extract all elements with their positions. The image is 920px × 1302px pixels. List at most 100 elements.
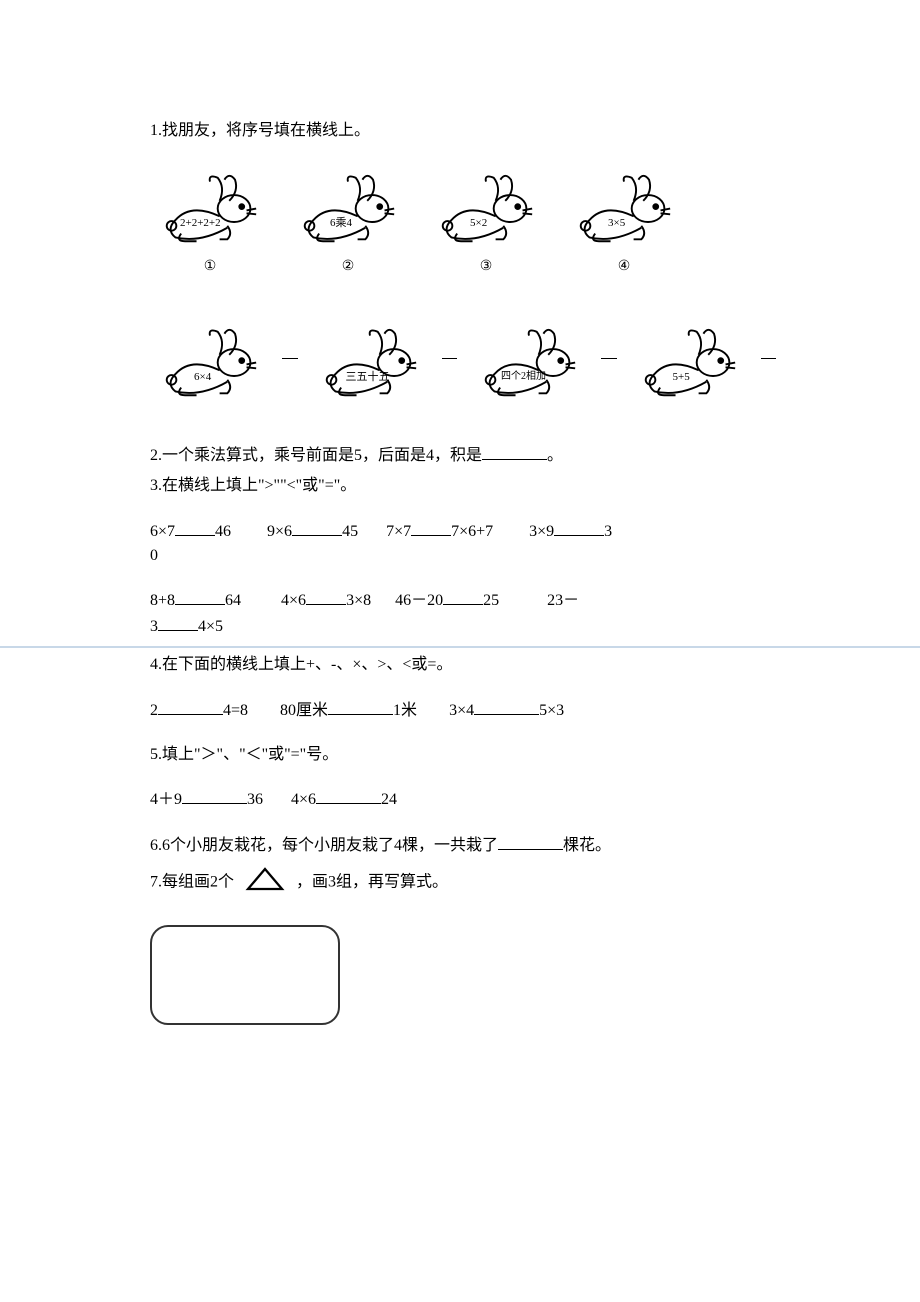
q6-text-b: 棵花。	[563, 837, 611, 854]
q4-prompt: 4.在下面的横线上填上+、-、×、>、<或=。	[150, 654, 770, 676]
rabbit-icon	[288, 172, 408, 247]
blank[interactable]	[292, 520, 342, 536]
rabbit-bottom-3: 四个2相加	[469, 326, 589, 408]
q6-text-a: 6.6个小朋友栽花，每个小朋友栽了4棵，一共栽了	[150, 837, 498, 854]
blank[interactable]	[306, 589, 346, 605]
question-5: 5.填上"＞"、"＜"或"="号。 4＋9 36 4×6 24	[150, 744, 770, 812]
rabbit-expr: 5×2	[470, 216, 487, 231]
expr: 2	[150, 702, 158, 719]
rabbit-icon	[469, 326, 589, 401]
expr: 3	[604, 523, 612, 540]
expr: 24	[381, 791, 397, 808]
expr: 3×8	[346, 592, 371, 609]
expr: 36	[247, 791, 263, 808]
expr: 7×7	[386, 523, 411, 540]
blank[interactable]	[482, 444, 547, 460]
expr: 64	[225, 592, 241, 609]
q3-line1-tail: 0	[150, 545, 770, 567]
rabbit-icon	[426, 172, 546, 247]
expr: 8+8	[150, 592, 175, 609]
question-3: 3.在横线上填上">""<"或"="。 6×7 46 9×6 45 7×7 7×6+7…	[150, 475, 770, 638]
blank[interactable]	[316, 788, 381, 804]
circled-number: ④	[618, 257, 631, 277]
circled-number: ②	[342, 257, 355, 277]
q5-prompt: 5.填上"＞"、"＜"或"="号。	[150, 744, 770, 766]
expr: 23－	[547, 592, 579, 609]
expr: 3×4	[449, 702, 474, 719]
circled-number: ①	[204, 257, 217, 277]
blank[interactable]	[411, 520, 451, 536]
expr: 9×6	[267, 523, 292, 540]
rabbit-top-2: 6乘4 ②	[288, 172, 408, 276]
connector-line	[761, 358, 777, 359]
q5-line: 4＋9 36 4×6 24	[150, 788, 770, 811]
rabbit-expr: 6×4	[194, 370, 211, 385]
q2-text: 2.一个乘法算式，乘号前面是5，后面是4，积是	[150, 447, 482, 464]
blank[interactable]	[175, 520, 215, 536]
expr: 80厘米	[280, 702, 328, 719]
rabbit-icon	[150, 326, 270, 401]
rabbit-bottom-2: 三五十五	[310, 326, 430, 408]
rabbit-bottom-4: 5+5	[629, 326, 749, 408]
rabbit-expr: 三五十五	[346, 370, 390, 385]
expr: 4＋9	[150, 791, 182, 808]
rabbit-expr: 四个2相加	[501, 370, 546, 384]
q2-end: 。	[547, 447, 563, 464]
blank[interactable]	[443, 589, 483, 605]
q7-text-a: 7.每组画2个	[150, 873, 234, 890]
question-7: 7.每组画2个 ，画3组，再写算式。	[150, 865, 770, 1025]
circled-number: ③	[480, 257, 493, 277]
q1-bottom-row: 6×4 三五十五 四个2相加 5+5	[150, 326, 770, 408]
rabbit-icon	[564, 172, 684, 247]
answer-box[interactable]	[150, 925, 340, 1025]
section-divider	[0, 646, 920, 648]
connector-line	[442, 358, 458, 359]
connector-line	[601, 358, 617, 359]
expr: 3×9	[529, 523, 554, 540]
question-6: 6.6个小朋友栽花，每个小朋友栽了4棵，一共栽了 棵花。	[150, 834, 770, 857]
q1-top-row: 2+2+2+2 ① 6乘4 ② 5×2 ③ 3×5 ④	[150, 172, 770, 276]
blank[interactable]	[498, 834, 563, 850]
expr: 46－20	[395, 592, 443, 609]
question-2: 2.一个乘法算式，乘号前面是5，后面是4，积是 。	[150, 444, 770, 467]
blank[interactable]	[554, 520, 604, 536]
expr: 4×6	[291, 791, 316, 808]
rabbit-expr: 6乘4	[330, 216, 352, 231]
expr: 4=8	[223, 702, 248, 719]
q4-line: 2 4=8 80厘米 1米 3×4 5×3	[150, 699, 770, 722]
expr: 6×7	[150, 523, 175, 540]
q3-line2: 8+8 64 4×6 3×8 46－20 25 23－	[150, 589, 770, 612]
question-1: 1.找朋友，将序号填在横线上。 2+2+2+2 ① 6乘4 ② 5×2 ③	[150, 120, 770, 409]
triangle-icon	[240, 865, 290, 900]
expr: 45	[342, 523, 358, 540]
rabbit-top-4: 3×5 ④	[564, 172, 684, 276]
expr: 3	[150, 618, 158, 635]
rabbit-top-1: 2+2+2+2 ①	[150, 172, 270, 276]
blank[interactable]	[182, 788, 247, 804]
rabbit-icon	[310, 326, 430, 401]
blank[interactable]	[474, 699, 539, 715]
q3-line2-tail: 3 4×5	[150, 615, 770, 638]
question-4: 4.在下面的横线上填上+、-、×、>、<或=。 2 4=8 80厘米 1米 3×4 5…	[150, 654, 770, 722]
expr: 25	[483, 592, 499, 609]
expr: 46	[215, 523, 231, 540]
rabbit-expr: 3×5	[608, 216, 625, 231]
q7-text-b: ，画3组，再写算式。	[296, 873, 448, 890]
blank[interactable]	[175, 589, 225, 605]
expr: 4×6	[281, 592, 306, 609]
rabbit-bottom-1: 6×4	[150, 326, 270, 408]
expr: 7×6+7	[451, 523, 493, 540]
blank[interactable]	[158, 699, 223, 715]
expr: 4×5	[198, 618, 223, 635]
blank[interactable]	[158, 615, 198, 631]
connector-line	[282, 358, 298, 359]
q1-prompt: 1.找朋友，将序号填在横线上。	[150, 120, 770, 142]
q3-line1: 6×7 46 9×6 45 7×7 7×6+7 3×9 3	[150, 520, 770, 543]
q3-prompt: 3.在横线上填上">""<"或"="。	[150, 475, 770, 497]
rabbit-icon	[150, 172, 270, 247]
blank[interactable]	[328, 699, 393, 715]
rabbit-expr: 2+2+2+2	[180, 216, 221, 231]
expr: 5×3	[539, 702, 564, 719]
expr: 1米	[393, 702, 417, 719]
rabbit-icon	[629, 326, 749, 401]
